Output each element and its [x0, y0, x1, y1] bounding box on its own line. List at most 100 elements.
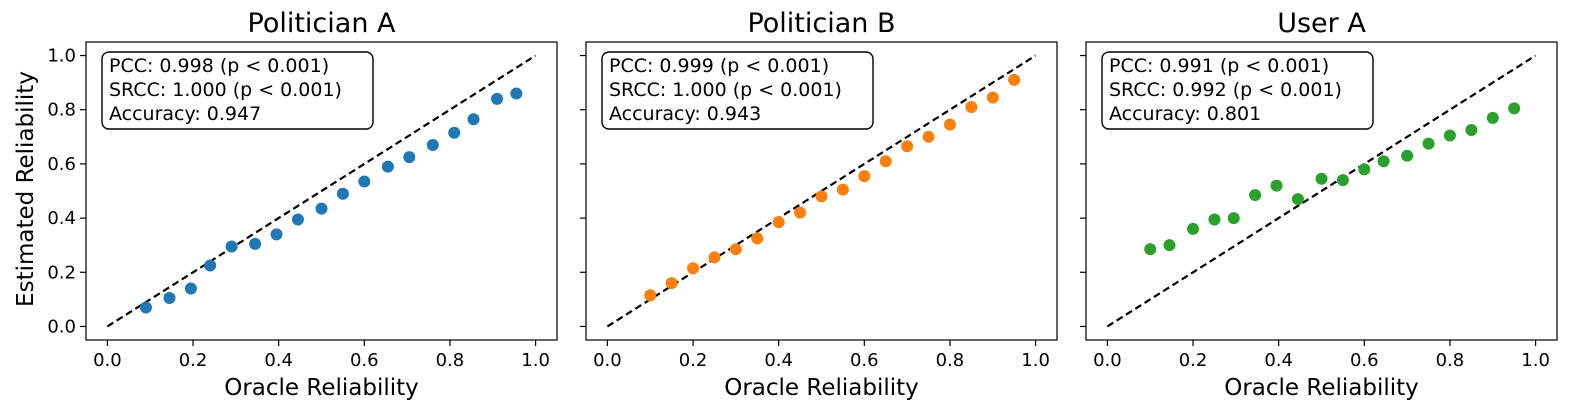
x-tick-label: 0.8	[936, 350, 965, 371]
data-point	[1465, 124, 1478, 137]
data-point	[943, 118, 956, 131]
data-point	[315, 202, 328, 215]
plot-frame	[585, 41, 1058, 341]
x-tick-label: 0.4	[1264, 350, 1293, 371]
data-point	[879, 155, 892, 168]
diagonal-reference-line	[1106, 54, 1537, 328]
stats-accuracy: Accuracy: 0.801	[1109, 103, 1261, 125]
data-point	[1508, 102, 1521, 115]
chart-title: Politician A	[248, 8, 397, 39]
x-tick-label: 0.2	[679, 350, 708, 371]
data-point	[1486, 111, 1499, 124]
x-axis-label: Oracle Reliability	[1224, 375, 1419, 401]
data-point	[163, 292, 176, 305]
chart-panel-2: Politician B 0.0 0.2 0.4 0.6 0.8 1.0 Oracle Rel…	[580, 8, 1058, 401]
data-point	[1249, 189, 1262, 202]
x-tick-label: 0.8	[1436, 350, 1465, 371]
data-point	[1358, 163, 1371, 176]
data-point	[644, 289, 657, 302]
x-tick-label: 0.0	[1093, 350, 1122, 371]
stats-annotation-box	[1101, 51, 1374, 130]
data-point	[1443, 129, 1456, 142]
figure-ylabel: Estimated Reliability	[13, 71, 39, 307]
x-tick-label: 0.0	[593, 350, 622, 371]
data-point	[491, 92, 504, 105]
data-point	[467, 113, 480, 126]
x-tick-label: 0.0	[93, 350, 122, 371]
data-point	[794, 206, 807, 219]
stats-pcc_p: (p < 0.001)	[1220, 55, 1329, 77]
y-tick-label: 1.0	[47, 46, 76, 67]
data-point	[836, 183, 849, 196]
data-point	[858, 170, 871, 183]
stats-line-pcc: PCC: 0.998 (p < 0.001)	[109, 55, 329, 77]
data-point	[986, 91, 999, 104]
chart-panel-3: User A 0.0 0.2 0.4 0.6 0.8 1.0 Oracle Reliabili…	[1080, 8, 1558, 401]
data-point	[1208, 213, 1221, 226]
chart-title: User A	[1277, 8, 1366, 39]
data-point	[358, 175, 371, 188]
stats-srcc_p: (p < 0.001)	[733, 79, 842, 101]
data-point	[708, 251, 721, 264]
y-tick-label: 0.6	[47, 154, 76, 175]
data-point	[510, 87, 523, 100]
data-point	[204, 259, 217, 272]
x-axis-label: Oracle Reliability	[224, 375, 419, 401]
data-point	[139, 301, 152, 314]
stats-annotation-box	[101, 51, 374, 130]
data-point	[1377, 155, 1390, 168]
data-point	[448, 126, 461, 139]
stats-line-accuracy: Accuracy: 0.943	[609, 103, 761, 125]
x-tick-label: 1.0	[521, 350, 550, 371]
x-tick-label: 0.4	[764, 350, 793, 371]
data-point	[815, 190, 828, 203]
data-point	[336, 187, 349, 200]
x-tick-label: 0.6	[850, 350, 879, 371]
data-point	[1008, 73, 1021, 86]
data-point	[1163, 239, 1176, 252]
stats-line-pcc: PCC: 0.999 (p < 0.001)	[609, 55, 829, 77]
data-point	[184, 282, 197, 295]
data-point	[687, 262, 700, 275]
diagonal-reference-line	[106, 54, 537, 328]
x-tick-label: 1.0	[1021, 350, 1050, 371]
data-point	[270, 228, 283, 241]
y-tick-label: 0.2	[47, 262, 76, 283]
chart-title: Politician B	[747, 8, 895, 39]
stats-line-srcc: SRCC: 1.000 (p < 0.001)	[109, 79, 342, 101]
data-point	[665, 277, 678, 290]
data-point	[965, 101, 978, 114]
x-tick-label: 0.8	[436, 350, 465, 371]
data-point	[1422, 137, 1435, 150]
data-point	[1227, 212, 1240, 225]
stats-line-accuracy: Accuracy: 0.947	[109, 103, 261, 125]
x-tick-label: 0.6	[1350, 350, 1379, 371]
data-point	[249, 237, 262, 250]
data-point	[1315, 172, 1328, 185]
stats-srcc: SRCC: 0.992	[1109, 79, 1227, 101]
stats-srcc: SRCC: 1.000	[109, 79, 227, 101]
plot-frame	[85, 41, 558, 341]
data-point	[1187, 222, 1200, 235]
data-point	[225, 240, 238, 253]
data-point	[381, 160, 394, 173]
x-tick-label: 1.0	[1521, 350, 1550, 371]
stats-line-srcc: SRCC: 1.000 (p < 0.001)	[609, 79, 842, 101]
data-point	[291, 213, 304, 226]
stats-pcc: PCC: 0.999	[609, 55, 714, 77]
x-axis-label: Oracle Reliability	[724, 375, 919, 401]
stats-pcc_p: (p < 0.001)	[720, 55, 829, 77]
x-tick-label: 0.6	[350, 350, 379, 371]
data-point	[1401, 149, 1414, 162]
x-tick-label: 0.4	[264, 350, 293, 371]
plot-frame	[1085, 41, 1558, 341]
x-tick-label: 0.2	[179, 350, 208, 371]
chart-panel-1: Politician A 0.0 0.2 0.4 0.6 0.8 1.0 0.0 0.2 0.4 0…	[47, 8, 558, 401]
stats-line-srcc: SRCC: 0.992 (p < 0.001)	[1109, 79, 1342, 101]
data-point	[751, 232, 764, 245]
y-tick-label: 0.4	[47, 208, 76, 229]
data-point	[1270, 179, 1283, 192]
stats-srcc_p: (p < 0.001)	[233, 79, 342, 101]
stats-pcc: PCC: 0.998	[109, 55, 214, 77]
